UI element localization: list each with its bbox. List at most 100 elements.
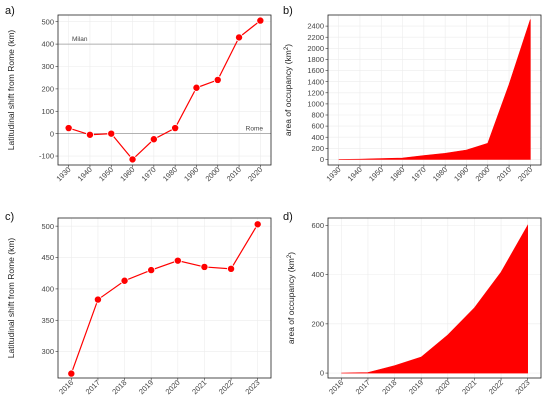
reference-label: Milan <box>72 36 88 43</box>
area-series <box>338 19 531 160</box>
chart-panel-4: d) 0 200 400 600 2016 2017 2018 2019 2020 2021 2022… <box>283 211 542 396</box>
x-tick-label: 2010 <box>225 165 243 183</box>
x-tick-label: 2000 <box>474 165 492 183</box>
y-tick-label: 350 <box>41 316 54 325</box>
x-tick-label: 2019 <box>137 378 155 396</box>
x-tick-label: 1970 <box>140 165 158 183</box>
x-tick-label: 1950 <box>97 165 115 183</box>
x-tick-label: 2023 <box>243 378 261 396</box>
area-series <box>341 224 528 374</box>
panel-label: d) <box>283 211 293 223</box>
data-point <box>149 135 158 144</box>
data-point <box>120 276 129 285</box>
chart-panel-3: c) 300 350 400 450 500 2016 2017 2018 2019 2020 202… <box>5 211 272 396</box>
y-tick-label: 200 <box>311 144 324 153</box>
plot-border <box>327 217 542 379</box>
x-tick-label: 2022 <box>487 378 505 396</box>
y-tick-label: 1000 <box>307 99 324 108</box>
x-tick-label: 2020 <box>164 378 182 396</box>
x-tick-label: 1980 <box>161 165 179 183</box>
chart-panel-2: b)02004006008001000120014001600180020002… <box>283 5 542 183</box>
x-tick-label: 1960 <box>118 165 136 183</box>
panel-label: b) <box>283 5 293 17</box>
data-point <box>147 266 156 275</box>
data-point <box>171 124 180 133</box>
data-point <box>128 155 137 164</box>
y-tick-label: 600 <box>311 221 324 230</box>
y-tick-label: 0 <box>320 369 324 378</box>
x-tick-label: 2017 <box>354 378 372 396</box>
x-tick-label: 2020 <box>246 165 264 183</box>
line-series <box>70 223 259 374</box>
data-point <box>200 262 209 271</box>
x-tick-label: 1990 <box>452 165 470 183</box>
y-tick-label: 1800 <box>307 55 324 64</box>
data-point <box>67 369 76 378</box>
y-tick-label: 1600 <box>307 66 324 75</box>
y-tick-label: 300 <box>41 62 54 71</box>
y-tick-label: 400 <box>311 133 324 142</box>
x-tick-label: 1930 <box>54 165 72 183</box>
plot-border <box>57 217 272 379</box>
y-tick-label: 2200 <box>307 33 324 42</box>
x-tick-label: 2016 <box>327 378 345 396</box>
data-point <box>213 75 222 84</box>
data-point <box>93 295 102 304</box>
x-tick-label: 2020 <box>434 378 452 396</box>
y-tick-label: 0 <box>50 129 54 138</box>
x-tick-label: 2020 <box>516 165 534 183</box>
y-axis-title: area of occupancy (km2) <box>283 44 293 136</box>
x-tick-label: 2016 <box>57 378 75 396</box>
data-point <box>253 220 262 229</box>
data-point <box>192 83 201 92</box>
y-tick-label: 200 <box>311 319 324 328</box>
data-point <box>64 124 73 133</box>
x-tick-label: 2018 <box>380 378 398 396</box>
data-point <box>107 129 116 138</box>
x-tick-label: 1970 <box>410 165 428 183</box>
data-point <box>85 130 94 139</box>
data-point <box>173 256 182 265</box>
plot-background <box>58 15 271 165</box>
y-tick-label: 200 <box>41 84 54 93</box>
x-tick-label: 2021 <box>190 378 208 396</box>
y-tick-label: 1400 <box>307 77 324 86</box>
x-tick-label: 1940 <box>76 165 94 183</box>
x-tick-label: 1990 <box>182 165 200 183</box>
y-tick-label: 800 <box>311 111 324 120</box>
y-tick-label: 100 <box>41 107 54 116</box>
y-tick-label: 2000 <box>307 44 324 53</box>
panel-label: a) <box>5 5 15 17</box>
plot-border <box>57 14 272 166</box>
y-tick-label: -100 <box>39 152 54 161</box>
y-tick-label: 0 <box>320 155 324 164</box>
data-point <box>235 33 244 42</box>
reference-label: Rome <box>246 126 264 133</box>
x-tick-label: 2000 <box>204 165 222 183</box>
data-point <box>256 16 265 25</box>
x-tick-label: 1930 <box>324 165 342 183</box>
data-point <box>227 264 236 273</box>
y-tick-label: 400 <box>41 40 54 49</box>
x-tick-label: 2010 <box>495 165 513 183</box>
y-tick-label: 1200 <box>307 88 324 97</box>
panel-label: c) <box>5 211 14 223</box>
x-tick-label: 2023 <box>513 378 531 396</box>
y-axis-title: Latitudinal shift from Rome (km) <box>6 30 16 151</box>
x-tick-label: 1980 <box>431 165 449 183</box>
y-axis-title: area of occupancy (km2) <box>286 252 296 344</box>
plot-border <box>327 14 542 166</box>
y-axis-title: Latitudinal shift from Rome (km) <box>6 238 16 359</box>
y-tick-label: 400 <box>311 270 324 279</box>
x-tick-label: 2021 <box>460 378 478 396</box>
y-tick-label: 600 <box>311 122 324 131</box>
x-tick-label: 2018 <box>110 378 128 396</box>
y-tick-label: 500 <box>41 222 54 231</box>
y-tick-label: 500 <box>41 17 54 26</box>
y-tick-label: 450 <box>41 253 54 262</box>
x-tick-label: 2022 <box>217 378 235 396</box>
y-tick-label: 2400 <box>307 22 324 31</box>
plot-background <box>58 218 271 378</box>
